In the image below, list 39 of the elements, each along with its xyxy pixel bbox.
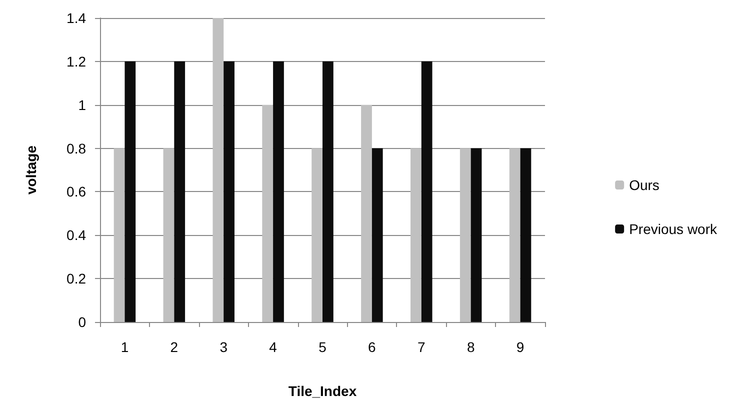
bar bbox=[312, 148, 322, 322]
bar bbox=[163, 148, 174, 322]
bar bbox=[520, 148, 532, 322]
x-tick-label: 9 bbox=[516, 339, 524, 355]
y-tick-label: 0 bbox=[78, 314, 86, 330]
x-axis-title: Tile_Index bbox=[288, 383, 357, 399]
bar bbox=[470, 148, 482, 322]
y-tick-label: 0.6 bbox=[66, 184, 86, 200]
bar bbox=[262, 104, 274, 322]
bar bbox=[174, 61, 186, 322]
y-tick-label: 0.8 bbox=[66, 140, 86, 156]
legend-label: Previous work bbox=[629, 221, 718, 237]
bar bbox=[114, 148, 125, 322]
bar bbox=[273, 61, 284, 322]
y-tick-label: 1.4 bbox=[66, 10, 86, 26]
x-tick-label: 1 bbox=[120, 339, 129, 355]
y-axis-title: voltage bbox=[23, 145, 39, 195]
x-tick-label: 5 bbox=[318, 339, 327, 355]
y-tick-label: 0.2 bbox=[66, 270, 86, 287]
x-tick-label: 6 bbox=[368, 339, 376, 355]
bar bbox=[361, 104, 372, 322]
bar bbox=[410, 148, 422, 322]
y-tick-label: 1 bbox=[78, 96, 86, 113]
x-tick-label: 7 bbox=[417, 339, 426, 355]
y-tick-label: 0.4 bbox=[66, 227, 86, 244]
bar bbox=[212, 18, 224, 322]
legend-label: Ours bbox=[629, 177, 660, 193]
x-tick-label: 3 bbox=[220, 339, 228, 355]
x-tick-label: 4 bbox=[269, 339, 278, 355]
bar bbox=[421, 61, 432, 322]
x-tick-label: 8 bbox=[466, 339, 475, 355]
y-tick-label: 1.2 bbox=[66, 53, 86, 70]
bar bbox=[224, 61, 234, 322]
bar bbox=[322, 61, 334, 322]
bar bbox=[372, 148, 383, 322]
x-tick-label: 2 bbox=[170, 339, 178, 355]
bar bbox=[460, 148, 471, 322]
bar bbox=[124, 61, 136, 322]
bar bbox=[509, 148, 520, 322]
